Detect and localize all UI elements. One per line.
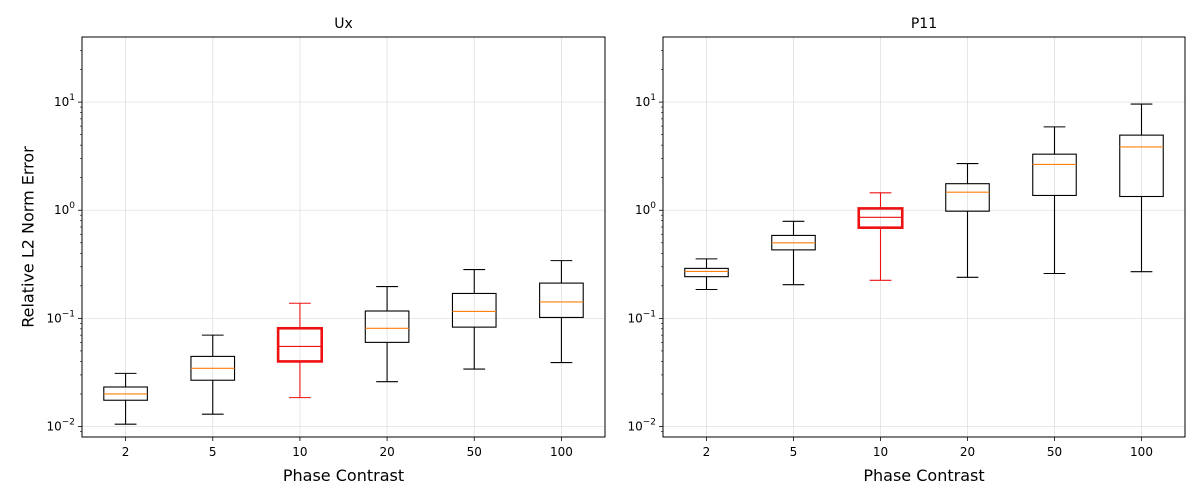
- box-10: [857, 192, 904, 281]
- x-tick-label: 100: [1130, 445, 1153, 459]
- x-tick-label: 20: [960, 445, 975, 459]
- y-tick-label: 100: [54, 201, 75, 217]
- box-iqr: [1119, 134, 1164, 198]
- box-20: [945, 163, 990, 278]
- panel-ux: 2 5 10 20 50 100 10−2 10−1 100 101 Ux Phase Contr…: [19, 16, 606, 485]
- x-tick-label: 50: [467, 445, 482, 459]
- box-2: [684, 258, 729, 291]
- x-tick-label: 50: [1047, 445, 1062, 459]
- x-tick-label: 2: [122, 445, 130, 459]
- y-tick-label: 10−1: [627, 309, 656, 325]
- box-5: [771, 220, 816, 286]
- box-100: [539, 260, 584, 364]
- y-tick-label: 100: [635, 201, 656, 217]
- y-tick-label: 10−2: [46, 418, 75, 434]
- box-iqr: [364, 310, 410, 343]
- x-tick-label: 10: [873, 445, 888, 459]
- x-tick-label: 100: [550, 445, 573, 459]
- chart-title: P11: [911, 16, 937, 32]
- box-100: [1119, 103, 1164, 273]
- y-tick-label: 101: [54, 93, 75, 109]
- box-iqr: [539, 282, 584, 319]
- x-tick-label: 20: [379, 445, 394, 459]
- panel-p11: 2 5 10 20 50 100 10−2 10−1 100 101 P11 Phase Cont…: [627, 16, 1186, 485]
- box-20: [364, 285, 410, 383]
- box-iqr: [1032, 153, 1077, 197]
- box-50: [1032, 126, 1077, 275]
- y-axis-label: Relative L2 Norm Error: [19, 146, 38, 328]
- box-10: [276, 302, 324, 399]
- box-iqr: [945, 183, 990, 212]
- chart-title: Ux: [334, 16, 353, 32]
- box-50: [451, 268, 497, 370]
- box-2: [103, 372, 148, 425]
- x-tick-label: 5: [790, 445, 798, 459]
- y-tick-label: 10−2: [627, 418, 656, 434]
- x-tick-label: 2: [703, 445, 711, 459]
- x-tick-label: 10: [292, 445, 307, 459]
- y-tick-label: 10−1: [46, 309, 75, 325]
- box-iqr: [857, 207, 904, 229]
- box-5: [190, 334, 236, 415]
- x-tick-label: 5: [209, 445, 217, 459]
- box-iqr: [276, 326, 324, 363]
- box-iqr: [451, 292, 497, 328]
- x-axis-label: Phase Contrast: [283, 466, 404, 485]
- box-iqr: [684, 267, 729, 278]
- y-tick-label: 101: [635, 93, 656, 109]
- x-axis-label: Phase Contrast: [863, 466, 984, 485]
